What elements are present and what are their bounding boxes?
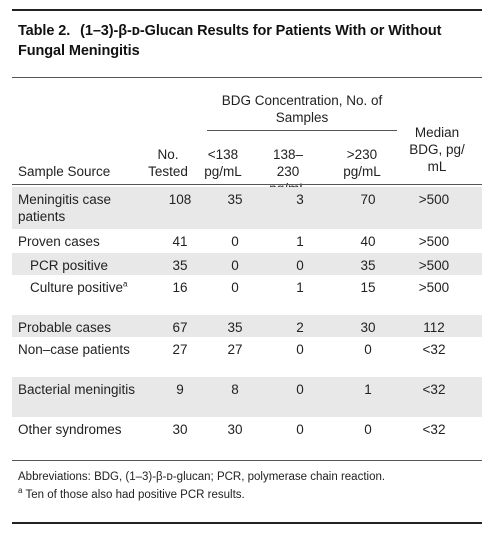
table-row: Culture positivea 16 0 1 15 >500 bbox=[12, 275, 482, 315]
header-rule bbox=[12, 184, 482, 185]
row-tested: 9 bbox=[176, 382, 184, 397]
row-source: Other syndromes bbox=[18, 422, 122, 437]
row-median: <32 bbox=[422, 422, 446, 437]
row-lt138: 30 bbox=[227, 422, 243, 437]
group-header: BDG Concentration, No. of Samples bbox=[221, 93, 383, 125]
table-row: Meningitis case patients 108 35 3 70 >50… bbox=[12, 187, 482, 229]
title-rule bbox=[12, 77, 482, 78]
row-lt138: 0 bbox=[231, 258, 239, 273]
row-gt230: 40 bbox=[360, 234, 376, 249]
row-source: Culture positivea bbox=[30, 279, 158, 296]
row-gt230: 1 bbox=[364, 382, 372, 397]
row-source: Bacterial meningitis bbox=[18, 382, 136, 397]
row-138-230: 3 bbox=[296, 192, 304, 207]
table-row: Proven cases 41 0 1 40 >500 bbox=[12, 229, 482, 253]
row-lt138: 35 bbox=[227, 192, 243, 207]
row-gt230: 0 bbox=[364, 422, 372, 437]
col-header-median: Median BDG, pg/ mL bbox=[409, 125, 465, 174]
col-header-source: Sample Source bbox=[18, 164, 111, 179]
row-138-230: 0 bbox=[296, 422, 304, 437]
row-median: <32 bbox=[422, 382, 446, 397]
bottom-rule bbox=[12, 522, 482, 524]
row-138-230: 1 bbox=[296, 234, 304, 249]
row-138-230: 0 bbox=[296, 382, 304, 397]
row-tested: 108 bbox=[168, 192, 192, 207]
row-gt230: 0 bbox=[364, 342, 372, 357]
row-source: Proven cases bbox=[18, 234, 100, 249]
row-tested: 41 bbox=[172, 234, 188, 249]
row-median: >500 bbox=[418, 280, 450, 295]
row-lt138: 27 bbox=[227, 342, 243, 357]
row-median: <32 bbox=[422, 342, 446, 357]
table-row: PCR positive 35 0 0 35 >500 bbox=[12, 253, 482, 275]
row-tested: 67 bbox=[172, 320, 188, 335]
table-row: Non–case patients 27 27 0 0 <32 bbox=[12, 337, 482, 377]
row-median: >500 bbox=[418, 192, 450, 207]
footnote-a-text: Ten of those also had positive PCR resul… bbox=[25, 489, 245, 501]
col-header-lt138: <138 pg/mL bbox=[204, 147, 242, 179]
row-138-230: 0 bbox=[296, 342, 304, 357]
table-row: Probable cases 67 35 2 30 112 bbox=[12, 315, 482, 337]
row-tested: 30 bbox=[172, 422, 188, 437]
row-source: Non–case patients bbox=[18, 342, 130, 357]
row-lt138: 0 bbox=[231, 234, 239, 249]
row-gt230: 30 bbox=[360, 320, 376, 335]
top-rule bbox=[12, 9, 482, 11]
row-source: Probable cases bbox=[18, 320, 112, 335]
row-lt138: 35 bbox=[227, 320, 243, 335]
row-median: >500 bbox=[418, 234, 450, 249]
col-header-tested: No. Tested bbox=[148, 147, 188, 179]
table-bottom-rule bbox=[12, 460, 482, 461]
row-source-text: Culture positive bbox=[30, 280, 124, 295]
row-source: PCR positive bbox=[30, 258, 109, 273]
row-138-230: 1 bbox=[296, 280, 304, 295]
row-gt230: 70 bbox=[360, 192, 376, 207]
row-tested: 35 bbox=[172, 258, 188, 273]
table-label: Table 2. bbox=[18, 23, 71, 39]
row-lt138: 8 bbox=[231, 382, 239, 397]
row-138-230: 2 bbox=[296, 320, 304, 335]
group-header-rule bbox=[207, 130, 397, 131]
table-row: Other syndromes 30 30 0 0 <32 bbox=[12, 417, 482, 459]
table-title: Table 2. (1–3)-β-ᴅ-Glucan Results for Pat… bbox=[18, 21, 482, 61]
footnote-a-marker: a bbox=[18, 486, 23, 496]
row-tested: 16 bbox=[172, 280, 188, 295]
row-gt230: 35 bbox=[360, 258, 376, 273]
row-lt138: 0 bbox=[231, 280, 239, 295]
footnote-marker: a bbox=[123, 279, 128, 289]
footnote-abbreviations: Abbreviations: BDG, (1–3)-β-ᴅ-glucan; PC… bbox=[18, 471, 386, 483]
row-median: >500 bbox=[418, 258, 450, 273]
row-median: 112 bbox=[423, 320, 445, 335]
table-row: Bacterial meningitis 9 8 0 1 <32 bbox=[12, 377, 482, 417]
table-title-text: (1–3)-β-ᴅ-Glucan Results for Patients Wi… bbox=[18, 23, 442, 59]
row-gt230: 15 bbox=[360, 280, 376, 295]
footnote-a: a Ten of those also had positive PCR res… bbox=[18, 486, 482, 503]
row-tested: 27 bbox=[172, 342, 188, 357]
row-138-230: 0 bbox=[296, 258, 304, 273]
col-header-gt230: >230 pg/mL bbox=[343, 147, 381, 179]
row-source: Meningitis case patients bbox=[18, 192, 112, 224]
